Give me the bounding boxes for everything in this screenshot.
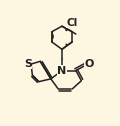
Text: O: O — [84, 59, 93, 69]
Text: S: S — [24, 59, 32, 69]
Text: Cl: Cl — [66, 18, 78, 27]
Text: N: N — [57, 66, 67, 76]
